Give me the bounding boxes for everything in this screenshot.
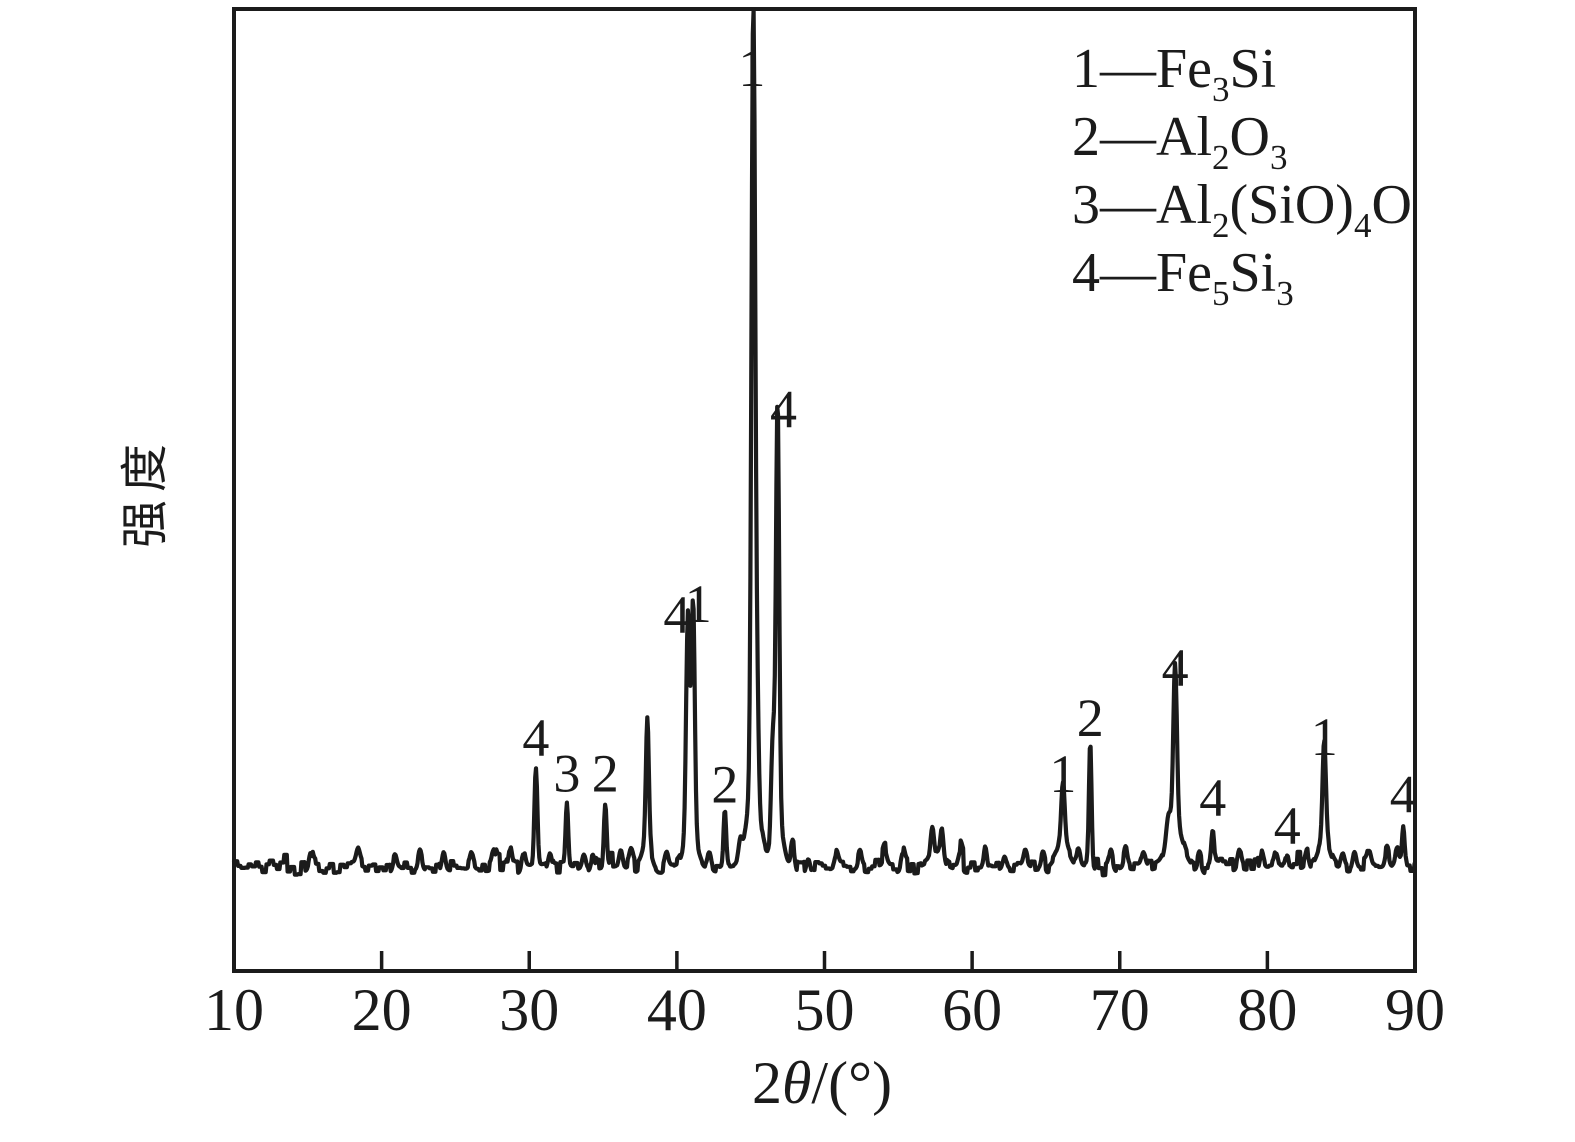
x-tick-label: 50 bbox=[795, 977, 855, 1043]
x-tick-label: 90 bbox=[1385, 977, 1445, 1043]
x-tick-label: 80 bbox=[1237, 977, 1297, 1043]
x-tick-label: 20 bbox=[352, 977, 412, 1043]
xrd-trace bbox=[231, 8, 1417, 878]
peak-label-1-at-41.1: 1 bbox=[685, 574, 712, 634]
legend-entry-4: 4—Fe5Si3 bbox=[1072, 242, 1294, 313]
x-tick-label: 60 bbox=[942, 977, 1002, 1043]
peak-label-2-at-43.25: 2 bbox=[711, 754, 738, 814]
peak-label-4-at-81.35: 4 bbox=[1274, 796, 1301, 856]
x-tick-label: 10 bbox=[204, 977, 264, 1043]
peak-label-2-at-35.15: 2 bbox=[592, 743, 619, 803]
peak-label-2-at-68: 2 bbox=[1077, 688, 1104, 748]
x-tick-label: 70 bbox=[1090, 977, 1150, 1043]
peak-label-4-at-40.75: 4 bbox=[663, 585, 690, 645]
peak-label-1-at-45.18: 1 bbox=[738, 38, 765, 98]
peak-label-3-at-32.55: 3 bbox=[553, 743, 580, 803]
peak-label-4-at-73.75: 4 bbox=[1162, 638, 1189, 698]
legend-entry-1: 1—Fe3Si bbox=[1072, 38, 1276, 109]
legend-entry-3: 3—Al2(SiO)4O bbox=[1072, 174, 1412, 245]
peak-label-1-at-83.85: 1 bbox=[1311, 707, 1338, 767]
peak-label-4-at-30.45: 4 bbox=[522, 708, 549, 768]
peak-label-4-at-76.3: 4 bbox=[1199, 768, 1226, 828]
peak-label-4-at-46.82: 4 bbox=[770, 379, 797, 439]
peak-label-1-at-66.15: 1 bbox=[1049, 744, 1076, 804]
plot-border bbox=[232, 7, 1417, 973]
y-axis-title: 强度 bbox=[119, 436, 172, 548]
x-tick-label: 40 bbox=[647, 977, 707, 1043]
x-axis-title: 2θ/(°) bbox=[752, 1050, 892, 1116]
x-tick-label: 30 bbox=[499, 977, 559, 1043]
x-axis-ticks bbox=[232, 951, 1417, 969]
peak-label-4-at-89.2: 4 bbox=[1390, 764, 1417, 824]
diffraction-trace-group bbox=[231, 8, 1417, 878]
x-axis-tick-labels: 10 20 30 40 50 60 70 80 90 bbox=[204, 977, 1445, 1043]
legend-entry-2: 2—Al2O3 bbox=[1072, 106, 1287, 177]
